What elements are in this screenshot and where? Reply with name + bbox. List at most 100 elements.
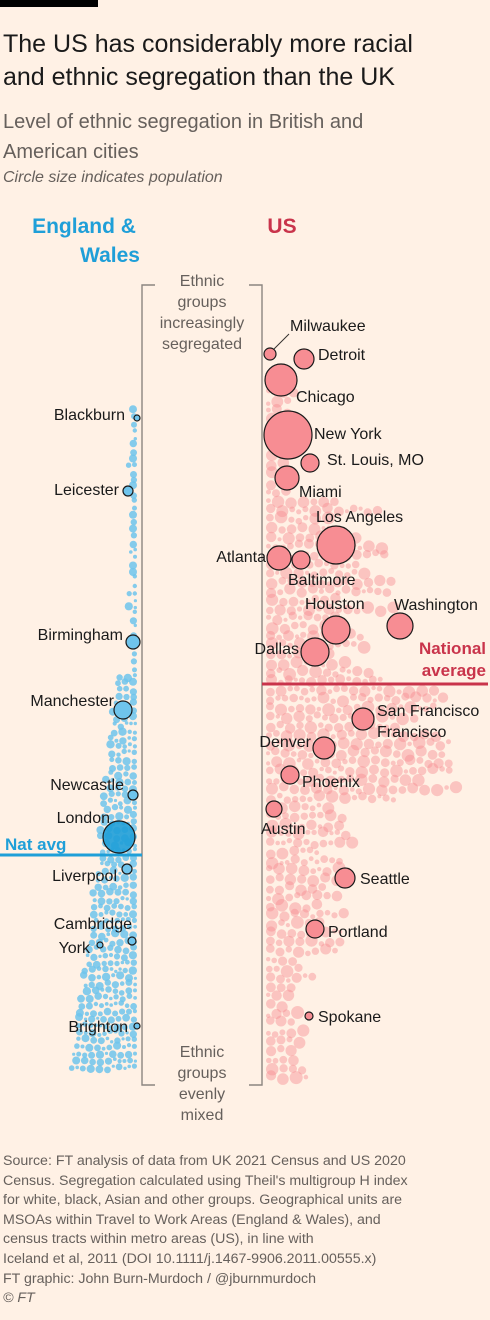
uk-msoa-dot: [80, 1044, 85, 1049]
us-tract-dot: [296, 721, 304, 730]
us-tract-dot: [415, 745, 427, 757]
uk-msoa-dot: [88, 1051, 96, 1059]
us-tract-dot: [341, 584, 351, 594]
us-tract-dot: [351, 794, 358, 801]
uk-msoa-dot: [128, 966, 137, 975]
us-tract-dot: [292, 828, 305, 840]
us-tract-dot: [372, 505, 383, 516]
us-tract-dot: [289, 693, 299, 703]
uk-msoa-dot: [94, 992, 102, 1000]
us-tract-dot: [316, 579, 326, 589]
uk-msoa-dot: [111, 928, 120, 938]
axis-top-l1: Ethnic: [180, 273, 224, 290]
us-tract-dot: [293, 567, 304, 579]
uk-msoa-dot: [88, 939, 96, 946]
us-tract-dot: [276, 739, 282, 745]
uk-msoa-dot: [122, 947, 130, 955]
uk-msoa-dot: [125, 978, 133, 986]
uk-msoa-dot: [124, 602, 133, 611]
us-tract-dot: [285, 497, 297, 509]
us-tract-dot: [426, 737, 435, 746]
uk-msoa-dot: [129, 677, 137, 686]
us-tract-dot: [288, 800, 301, 813]
us-tract-dot: [329, 831, 334, 836]
uk-msoa-dot: [131, 736, 137, 742]
us-tract-dot: [266, 965, 273, 973]
us-tract-dot: [271, 395, 284, 408]
us-tract-dot: [333, 723, 344, 733]
uk-msoa-dot: [82, 1052, 88, 1058]
us-tract-dot: [275, 899, 289, 912]
axis-top-l4: segregated: [162, 336, 242, 353]
us-tract-dot: [313, 711, 321, 719]
us-tract-dot: [338, 656, 352, 669]
us-tract-dot: [291, 621, 299, 630]
uk-msoa-dot: [131, 758, 137, 765]
us-tract-dot: [335, 606, 343, 613]
us-tract-dot: [275, 939, 283, 947]
uk-msoa-dot: [131, 1036, 137, 1042]
us-tract-dot: [297, 1024, 310, 1037]
us-tract-dot: [271, 495, 285, 508]
uk-msoa-dot: [120, 960, 125, 965]
us-tract-dot: [280, 965, 294, 978]
city-marker-milwaukee: [263, 347, 277, 361]
us-tract-dot: [273, 730, 280, 737]
us-tract-dot: [279, 1055, 288, 1064]
us-tract-dot: [266, 982, 276, 993]
uk-msoa-dot: [98, 932, 106, 941]
uk-msoa-dot: [107, 1016, 115, 1024]
us-tract-dot: [332, 928, 338, 934]
us-tract-dot: [266, 732, 272, 739]
us-tract-dot: [327, 581, 332, 586]
uk-msoa-dot: [75, 1065, 79, 1070]
uk-msoa-dot: [106, 1044, 113, 1051]
us-tract-dot: [285, 881, 295, 891]
us-tract-dot: [360, 747, 370, 758]
us-tract-dot: [334, 836, 346, 848]
us-tract-dot: [349, 504, 358, 513]
us-tract-dot: [351, 587, 361, 597]
us-tract-dot: [361, 589, 366, 594]
uk-msoa-dot: [126, 1043, 132, 1048]
uk-msoa-dot: [96, 826, 105, 834]
uk-msoa-dot: [89, 910, 98, 919]
us-tract-dot: [276, 1001, 288, 1013]
us-tract-dot: [348, 756, 357, 764]
us-tract-dot: [283, 617, 288, 622]
uk-msoa-dot: [95, 1065, 104, 1074]
us-tract-dot: [266, 837, 275, 846]
us-tract-dot: [305, 950, 311, 957]
uk-msoa-dot: [105, 1036, 110, 1041]
us-tract-dot: [282, 1009, 291, 1017]
city-label-austin: Austin: [261, 821, 305, 838]
uk-msoa-dots: [68, 405, 138, 1074]
us-tract-dot: [278, 956, 288, 966]
us-tract-dot: [322, 668, 332, 677]
uk-msoa-dot: [111, 981, 119, 989]
us-tract-dot: [335, 570, 344, 579]
us-tract-dot: [307, 796, 313, 802]
uk-msoa-dot: [103, 918, 110, 924]
us-tract-dot: [339, 713, 347, 722]
city-marker-san-francisco: [351, 707, 375, 731]
uk-msoa-dot: [96, 974, 102, 980]
uk-msoa-dot: [133, 988, 137, 993]
us-tract-dot: [292, 824, 298, 830]
uk-msoa-dot: [125, 462, 132, 468]
us-tract-dot: [430, 702, 437, 709]
us-tract-dot: [275, 1015, 287, 1027]
uk-msoa-dot: [133, 982, 138, 987]
uk-msoa-dot: [129, 772, 137, 780]
us-tract-dot: [370, 746, 379, 755]
uk-msoa-dot: [133, 605, 137, 610]
us-tract-dot: [289, 784, 300, 795]
us-tract-dot: [309, 505, 322, 517]
uk-msoa-dot: [83, 1030, 88, 1035]
uk-msoa-dot: [80, 971, 88, 979]
us-tract-dot: [446, 739, 451, 745]
us-tract-dot: [351, 560, 360, 569]
uk-msoa-dot: [90, 925, 97, 933]
us-tract-dot: [390, 722, 400, 733]
us-tract-dot: [328, 840, 334, 846]
